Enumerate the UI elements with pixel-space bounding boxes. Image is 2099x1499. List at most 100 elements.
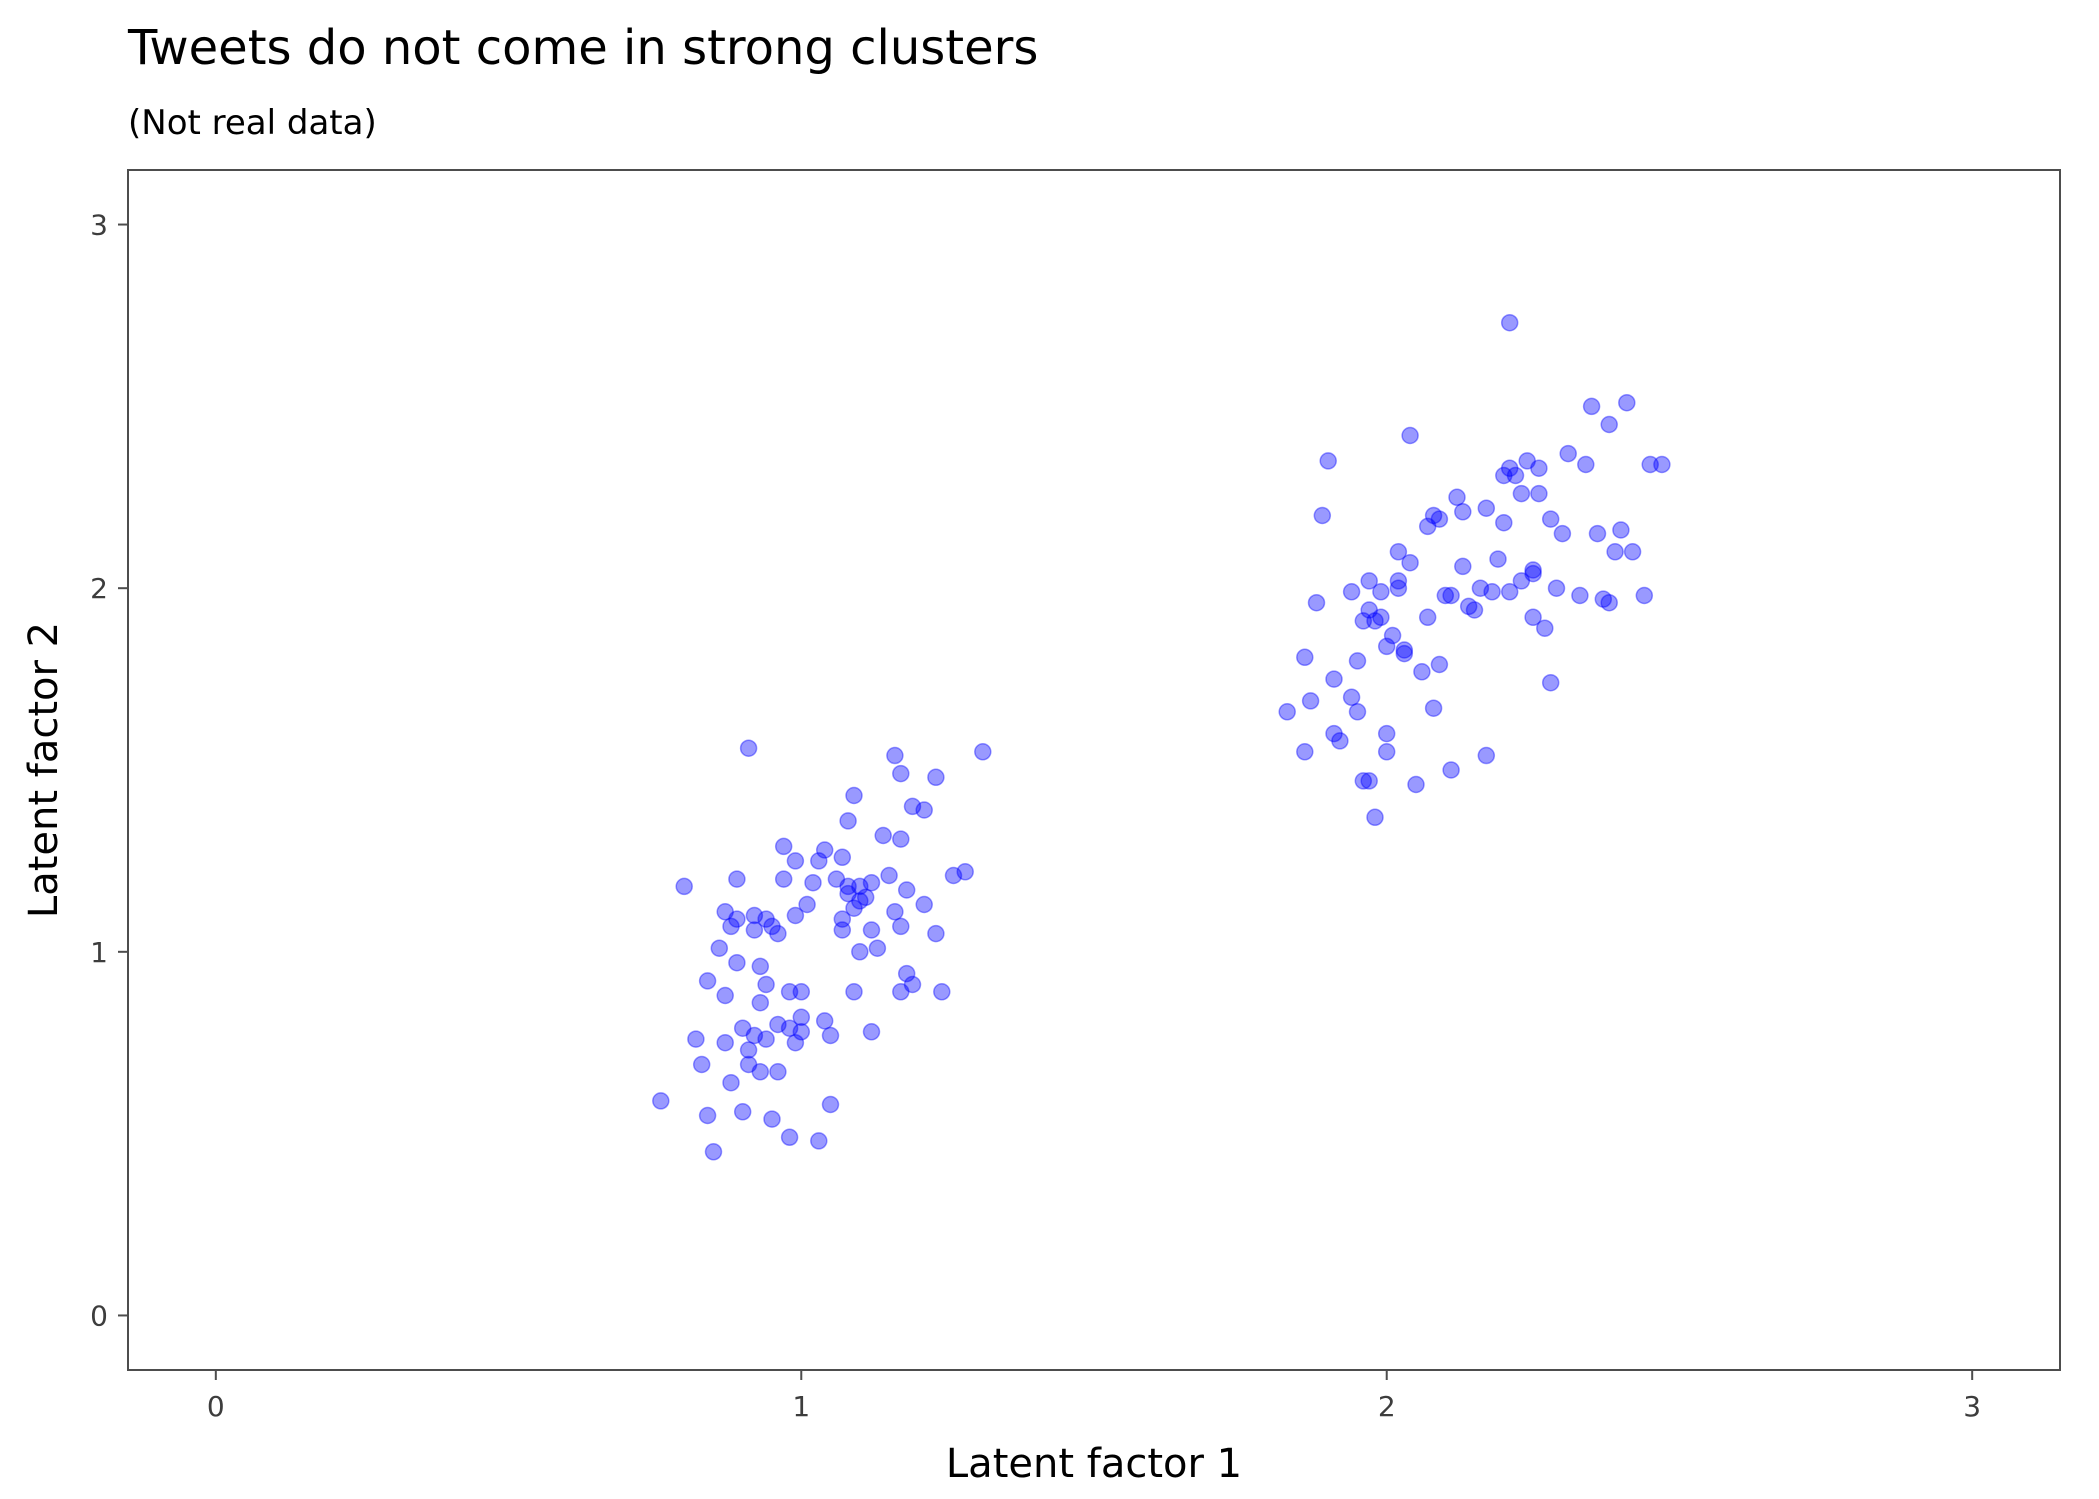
- scatter-point: [728, 953, 746, 972]
- scatter-point: [1418, 517, 1437, 536]
- scatter-point: [1301, 692, 1320, 710]
- scatter-point: [1389, 543, 1408, 561]
- scatter-point: [1618, 393, 1636, 412]
- scatter-point: [1588, 524, 1607, 543]
- scatter-point: [733, 1103, 752, 1121]
- scatter-point: [862, 873, 881, 892]
- scatter-point: [839, 812, 857, 830]
- scatter-point: [780, 1019, 799, 1037]
- scatter-point: [1600, 593, 1618, 612]
- scatter-point: [1489, 550, 1507, 568]
- scatter-point: [1524, 608, 1542, 627]
- scatter-point: [780, 983, 799, 1001]
- scatter-point: [710, 939, 729, 957]
- ticks-layer: 0 1 2 3 0 1 2 3: [90, 209, 1981, 1423]
- scatter-point: [798, 895, 816, 914]
- scatter-point: [833, 921, 852, 939]
- scatter-point: [839, 884, 857, 903]
- scatter-point: [956, 863, 974, 881]
- scatter-point: [974, 743, 992, 761]
- scatter-point: [1571, 586, 1589, 605]
- scatter-point: [786, 906, 805, 925]
- scatter-point: [1547, 579, 1566, 597]
- scatter-point: [892, 917, 910, 936]
- scatter-point: [757, 910, 775, 928]
- scatter-point: [1401, 553, 1419, 572]
- scatter-point: [1342, 583, 1361, 601]
- scatter-point: [1325, 670, 1343, 688]
- scatter-point: [1448, 488, 1466, 507]
- scatter-point: [1418, 608, 1437, 627]
- scatter-point: [927, 924, 945, 943]
- scatter-point: [856, 888, 875, 907]
- scatter-point: [851, 877, 869, 896]
- scatter-point: [1477, 746, 1496, 765]
- scatter-point: [1541, 673, 1560, 692]
- scatter-point: [1395, 644, 1414, 663]
- scatter-point: [769, 1063, 787, 1081]
- scatter-point: [1530, 459, 1548, 477]
- scatter-point: [751, 1063, 770, 1081]
- scatter-point: [804, 873, 822, 892]
- scatter-point: [1577, 455, 1595, 474]
- scatter-point: [1348, 703, 1367, 721]
- scatter-point: [1413, 663, 1431, 681]
- y-tick-label: 2: [90, 572, 108, 605]
- scatter-point: [1342, 688, 1361, 707]
- scatter-point: [763, 917, 781, 936]
- scatter-point: [1495, 513, 1513, 532]
- scatter-point: [927, 768, 945, 787]
- scatter-point: [1407, 775, 1425, 794]
- scatter-point: [1430, 655, 1449, 674]
- scatter-point: [1459, 597, 1478, 616]
- plot-panel: [127, 169, 2061, 1371]
- scatter-point: [1454, 557, 1472, 576]
- scatter-point: [897, 964, 916, 983]
- chart-title: Tweets do not come in strong clusters: [127, 20, 1038, 76]
- scatter-point: [1530, 484, 1548, 503]
- scatter-point: [1372, 608, 1390, 627]
- scatter-point: [1477, 499, 1496, 517]
- scatter-point: [1348, 652, 1367, 670]
- x-axis-title: Latent factor 1: [946, 1441, 1242, 1487]
- scatter-point: [886, 903, 904, 921]
- scatter-point: [1296, 743, 1314, 761]
- scatter-point: [1278, 703, 1296, 721]
- scatter-point: [1623, 543, 1642, 561]
- scatter-point: [1372, 583, 1390, 601]
- scatter-point: [722, 1073, 740, 1092]
- scatter-point: [810, 852, 828, 870]
- scatter-point: [1313, 506, 1332, 525]
- x-tick-label: 2: [1378, 1390, 1396, 1423]
- scatter-point: [1612, 521, 1630, 539]
- scatter-point: [733, 1019, 752, 1037]
- scatter-point: [915, 801, 933, 819]
- scatter-point: [704, 1143, 723, 1161]
- scatter-point: [745, 921, 764, 939]
- scatter-point: [1424, 699, 1443, 717]
- scatter-point: [751, 993, 770, 1012]
- scatter-point: [652, 1092, 670, 1110]
- scatter-point: [1389, 572, 1408, 590]
- scatter-point: [1319, 452, 1337, 470]
- scatter-point: [845, 899, 863, 917]
- scatter-point: [1524, 564, 1542, 583]
- scatter-point: [698, 972, 717, 990]
- points-layer: [652, 313, 1671, 1161]
- scatter-point: [739, 739, 758, 757]
- scatter-point: [1389, 579, 1408, 597]
- scatter-point: [692, 1055, 711, 1074]
- y-tick-label: 3: [90, 209, 108, 242]
- scatter-point: [1354, 772, 1373, 790]
- scatter-point: [868, 939, 887, 957]
- scatter-point: [1606, 543, 1624, 561]
- scatter-point: [903, 797, 922, 816]
- scatter-point: [792, 1023, 811, 1041]
- scatter-point: [1512, 484, 1531, 503]
- scatter-point: [763, 1110, 781, 1128]
- scatter-point: [815, 841, 834, 859]
- scatter-point: [1354, 612, 1373, 630]
- scatter-point: [892, 764, 910, 783]
- scatter-point: [886, 746, 904, 765]
- scatter-point: [757, 1030, 775, 1048]
